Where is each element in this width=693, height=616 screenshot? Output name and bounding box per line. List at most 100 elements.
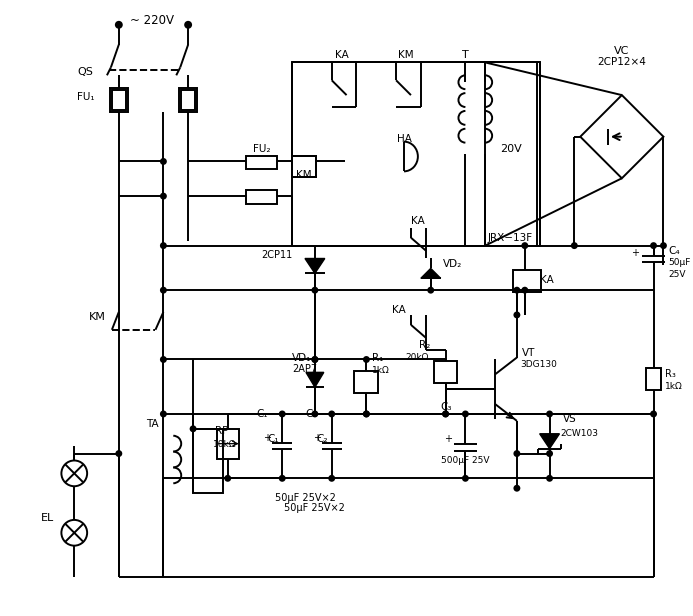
Text: VS: VS <box>563 414 576 424</box>
Text: C₃: C₃ <box>440 402 452 412</box>
Text: QS: QS <box>77 67 93 78</box>
Circle shape <box>547 411 552 416</box>
Circle shape <box>161 288 166 293</box>
Circle shape <box>651 411 656 416</box>
Bar <box>485 62 536 246</box>
Polygon shape <box>421 269 441 278</box>
Bar <box>110 88 128 112</box>
Text: 1kΩ: 1kΩ <box>372 366 390 375</box>
Circle shape <box>161 357 166 362</box>
Text: C₂: C₂ <box>317 434 328 444</box>
Bar <box>193 429 222 493</box>
Text: VC: VC <box>614 46 629 55</box>
Circle shape <box>280 411 285 416</box>
Text: EL: EL <box>41 513 55 523</box>
Circle shape <box>661 243 666 248</box>
Bar <box>434 362 457 383</box>
Text: 3DG130: 3DG130 <box>520 360 556 369</box>
Text: KA: KA <box>540 275 554 285</box>
Text: HA: HA <box>396 134 412 144</box>
Text: KA: KA <box>335 51 349 60</box>
Text: T: T <box>462 51 468 60</box>
Text: KA: KA <box>411 216 425 226</box>
Circle shape <box>463 411 468 416</box>
Circle shape <box>514 486 519 491</box>
Circle shape <box>443 411 448 416</box>
Circle shape <box>191 426 195 431</box>
Text: TA: TA <box>146 419 159 429</box>
Circle shape <box>329 476 334 481</box>
Circle shape <box>161 411 166 416</box>
Text: C₁: C₁ <box>256 409 268 419</box>
Circle shape <box>313 288 317 293</box>
Circle shape <box>428 288 433 293</box>
Circle shape <box>547 476 552 481</box>
Text: C₄: C₄ <box>668 246 680 256</box>
Bar <box>179 88 197 112</box>
Circle shape <box>225 476 230 481</box>
Text: 25V: 25V <box>668 270 686 279</box>
Text: +: + <box>263 433 272 444</box>
Text: 2AP7: 2AP7 <box>292 365 317 375</box>
Text: KA: KA <box>392 305 406 315</box>
Circle shape <box>651 243 656 248</box>
Circle shape <box>514 451 519 456</box>
Text: JRX−13F: JRX−13F <box>487 233 532 243</box>
Text: FU₁: FU₁ <box>77 92 95 102</box>
Bar <box>292 62 540 246</box>
Text: KM: KM <box>398 51 414 60</box>
Text: +: + <box>313 433 321 444</box>
Circle shape <box>443 411 448 416</box>
Circle shape <box>364 357 369 362</box>
Circle shape <box>161 193 166 198</box>
Circle shape <box>523 288 527 293</box>
Text: VD₁: VD₁ <box>292 352 311 362</box>
Text: ~ 220V: ~ 220V <box>130 14 173 27</box>
Circle shape <box>547 451 552 456</box>
Circle shape <box>161 159 166 164</box>
Text: C₁: C₁ <box>267 434 279 444</box>
Bar <box>181 90 195 110</box>
Text: 50μF 25V×2: 50μF 25V×2 <box>284 503 345 513</box>
Circle shape <box>514 288 519 293</box>
Text: 2CP12×4: 2CP12×4 <box>597 57 647 67</box>
Bar <box>245 155 277 169</box>
Circle shape <box>463 476 468 481</box>
Bar <box>646 368 661 390</box>
Text: 50μF: 50μF <box>668 258 691 267</box>
Text: 20V: 20V <box>500 144 522 153</box>
Text: KM: KM <box>89 312 106 322</box>
Text: 500μF 25V: 500μF 25V <box>441 456 490 465</box>
Text: 2CP11: 2CP11 <box>261 249 292 259</box>
Circle shape <box>313 357 317 362</box>
Bar <box>217 429 238 458</box>
Circle shape <box>313 357 317 362</box>
Bar <box>292 155 316 177</box>
Text: +: + <box>444 434 452 444</box>
Text: R₂: R₂ <box>419 339 431 350</box>
Text: +: + <box>631 248 639 257</box>
Circle shape <box>313 411 317 416</box>
Text: 50μF 25V×2: 50μF 25V×2 <box>274 493 335 503</box>
Circle shape <box>116 22 122 28</box>
Circle shape <box>572 243 577 248</box>
Text: VT: VT <box>522 347 535 357</box>
Bar <box>245 190 277 204</box>
Circle shape <box>161 243 166 248</box>
Text: R₃: R₃ <box>665 370 676 379</box>
Text: 20kΩ: 20kΩ <box>405 353 429 362</box>
Text: R₁: R₁ <box>372 352 384 362</box>
Text: FU₂: FU₂ <box>253 144 270 153</box>
Text: RP: RP <box>215 426 228 436</box>
Circle shape <box>116 451 121 456</box>
Text: 1kΩ: 1kΩ <box>665 382 683 391</box>
Polygon shape <box>306 372 324 387</box>
Text: VD₂: VD₂ <box>443 259 462 269</box>
Bar <box>513 270 541 292</box>
Text: 2CW103: 2CW103 <box>561 429 599 438</box>
Bar <box>355 371 378 393</box>
Circle shape <box>280 476 285 481</box>
Circle shape <box>329 411 334 416</box>
Text: C₂: C₂ <box>306 409 317 419</box>
Circle shape <box>185 22 191 28</box>
